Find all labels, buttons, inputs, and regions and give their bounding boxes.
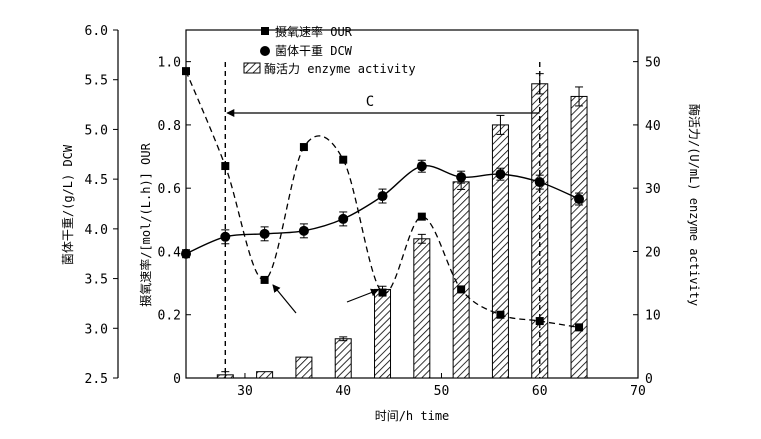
our-point xyxy=(575,323,584,332)
x-tick-label: 60 xyxy=(532,384,548,399)
chart-marks: 30 40 50 60 70 2.5 3.0 3.5 4.0 4.5 5.0 5.5 6.0 0 0.2 0.… xyxy=(85,24,661,399)
our-point xyxy=(182,67,190,76)
legend-our-swatch xyxy=(261,27,269,35)
left-inner-axis-title: 摄氧速率/[mol/(L.h)] OUR xyxy=(138,142,153,306)
enzyme-bar xyxy=(491,124,509,379)
enzyme-bar xyxy=(334,338,352,379)
legend-our-label: 摄氧速率 OUR xyxy=(275,24,353,39)
our-point xyxy=(378,288,387,297)
right-tick-label: 0 xyxy=(645,372,653,387)
left-outer-tick-label: 2.5 xyxy=(85,372,108,387)
legend-dcw-label: 菌体干重 DCW xyxy=(275,44,353,58)
enzyme-bar xyxy=(413,238,431,379)
x-axis-title: 时间/h time xyxy=(375,409,450,423)
dcw-point xyxy=(377,191,388,202)
our-point xyxy=(535,317,544,326)
legend: 摄氧速率 OUR 菌体干重 DCW 酶活力 enzyme activity xyxy=(243,24,416,76)
left-outer-tick-label: 6.0 xyxy=(85,24,108,39)
x-tick-label: 40 xyxy=(335,384,351,399)
left-inner-tick-label: 0.8 xyxy=(158,119,181,134)
legend-enzyme-label: 酶活力 enzyme activity xyxy=(264,61,416,76)
right-tick-label: 40 xyxy=(645,119,661,134)
dcw-point xyxy=(416,161,427,172)
enzyme-bar xyxy=(570,95,588,379)
right-tick-label: 20 xyxy=(645,245,661,260)
plot-frame xyxy=(185,29,639,379)
left-inner-tick-label: 1.0 xyxy=(158,56,181,71)
dcw-point xyxy=(495,169,506,180)
left-inner-tick-label: 0 xyxy=(173,372,181,387)
left-outer-tick-label: 4.0 xyxy=(85,223,108,238)
legend-enzyme-swatch xyxy=(243,62,261,74)
right-tick-label: 50 xyxy=(645,56,661,71)
our-point xyxy=(221,162,230,171)
dcw-point xyxy=(456,172,467,183)
x-tick-label: 30 xyxy=(237,384,253,399)
left-inner-tick-label: 0.6 xyxy=(158,182,181,197)
enzyme-bar xyxy=(256,371,274,379)
left-outer-tick-label: 5.5 xyxy=(85,74,108,89)
our-point xyxy=(299,143,308,152)
dcw-line xyxy=(185,165,580,255)
left-outer-tick-label: 5.0 xyxy=(85,123,108,138)
dcw-point xyxy=(534,177,545,188)
left-inner-tick-label: 0.2 xyxy=(158,309,181,324)
dcw-point xyxy=(298,225,309,236)
our-point xyxy=(417,212,426,221)
left-inner-tick-label: 0.4 xyxy=(158,245,182,260)
right-axis-title: 酶活力/(U/mL) enzyme activity xyxy=(687,104,702,306)
dcw-point xyxy=(181,248,191,259)
dcw-point xyxy=(259,228,270,239)
enzyme-bar xyxy=(295,356,313,379)
x-tick-label: 70 xyxy=(630,384,646,399)
dcw-point xyxy=(574,194,585,205)
dcw-point xyxy=(338,213,349,224)
our-point xyxy=(457,285,466,294)
left-outer-axis-title: 菌体干重/(g/L) DCW xyxy=(61,144,75,265)
right-tick-label: 10 xyxy=(645,309,661,324)
left-outer-tick-label: 3.0 xyxy=(85,322,108,337)
our-point xyxy=(339,155,348,164)
right-tick-label: 30 xyxy=(645,182,661,197)
legend-dcw-swatch xyxy=(260,46,270,56)
left-outer-tick-label: 3.5 xyxy=(85,273,108,288)
pointer-arrow xyxy=(346,288,379,303)
enzyme-bar xyxy=(374,288,392,379)
left-outer-tick-label: 4.5 xyxy=(85,173,108,188)
our-point xyxy=(260,275,269,284)
dcw-point xyxy=(220,231,231,242)
pointer-arrow xyxy=(272,284,297,314)
x-tick-label: 50 xyxy=(434,384,450,399)
annotation-c: C xyxy=(366,94,374,110)
our-point xyxy=(496,310,505,319)
